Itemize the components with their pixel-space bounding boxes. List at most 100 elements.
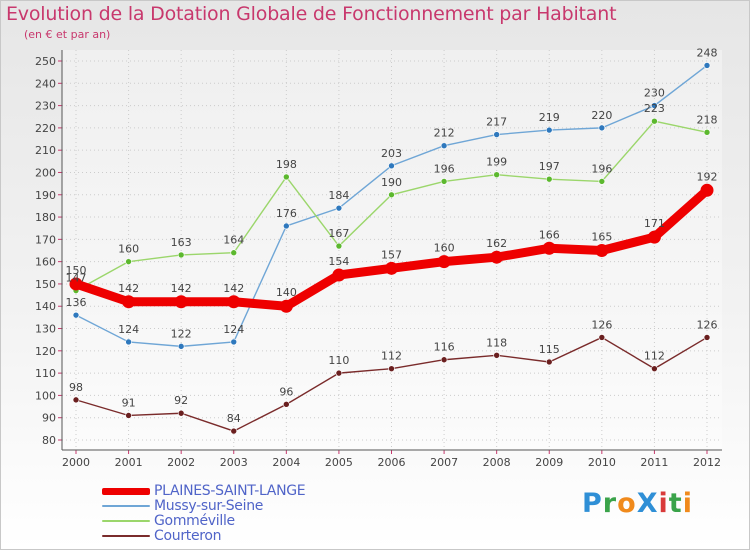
data-label-plaines-saint-lange: 142 xyxy=(118,282,139,295)
data-label-mussy-sur-seine: 220 xyxy=(591,109,612,122)
x-tick-label: 2003 xyxy=(220,456,248,469)
data-point-mussy-sur-seine xyxy=(388,162,395,170)
data-point-courteron xyxy=(335,369,343,377)
data-label-gomm-ville: 163 xyxy=(171,236,192,249)
data-point-gomm-ville xyxy=(598,178,606,185)
data-label-plaines-saint-lange: 142 xyxy=(171,282,192,295)
data-point-mussy-sur-seine xyxy=(72,311,80,319)
data-label-mussy-sur-seine: 248 xyxy=(697,46,718,59)
y-tick-label: 140 xyxy=(35,300,56,313)
x-tick-label: 2006 xyxy=(378,456,406,469)
y-tick-label: 170 xyxy=(35,233,56,246)
logo-letter: r xyxy=(602,488,618,519)
data-point-mussy-sur-seine xyxy=(177,343,185,350)
y-tick-label: 80 xyxy=(42,434,56,447)
data-point-plaines-saint-lange xyxy=(490,250,504,264)
legend-item-gommeville: Gomméville xyxy=(102,513,382,529)
legend-swatch-plaines xyxy=(102,488,150,495)
data-label-mussy-sur-seine: 212 xyxy=(434,127,455,140)
data-point-mussy-sur-seine xyxy=(283,222,290,230)
y-tick-label: 150 xyxy=(35,278,56,291)
data-point-plaines-saint-lange xyxy=(647,230,661,244)
data-label-plaines-saint-lange: 162 xyxy=(486,237,507,250)
data-point-gomm-ville xyxy=(651,117,658,125)
data-point-courteron xyxy=(703,334,711,341)
x-tick-label: 2000 xyxy=(62,456,90,469)
y-tick-label: 130 xyxy=(35,323,56,336)
legend-label-mussy: Mussy-sur-Seine xyxy=(154,498,264,514)
legend-swatch-mussy xyxy=(102,505,150,507)
data-label-courteron: 98 xyxy=(69,381,83,394)
y-tick-label: 180 xyxy=(35,211,56,224)
data-point-courteron xyxy=(598,334,606,341)
data-label-plaines-saint-lange: 165 xyxy=(591,231,612,244)
data-label-plaines-saint-lange: 157 xyxy=(381,248,402,261)
legend-label-courteron: Courteron xyxy=(154,528,222,544)
x-tick-label: 2009 xyxy=(535,456,563,469)
legend-swatch-courteron xyxy=(102,535,150,537)
data-label-courteron: 112 xyxy=(644,350,665,363)
logo-letter: i xyxy=(682,488,693,519)
data-label-gomm-ville: 164 xyxy=(223,234,244,247)
data-point-plaines-saint-lange xyxy=(227,295,241,309)
data-point-plaines-saint-lange xyxy=(595,244,609,257)
y-tick-label: 210 xyxy=(35,144,56,157)
x-tick-label: 2007 xyxy=(430,456,458,469)
chart-subtitle: (en € et par an) xyxy=(24,28,111,41)
legend-item-mussy: Mussy-sur-Seine xyxy=(102,498,382,514)
x-tick-label: 2008 xyxy=(483,456,511,469)
data-point-gomm-ville xyxy=(440,178,448,185)
data-point-mussy-sur-seine xyxy=(545,126,553,134)
data-point-courteron xyxy=(125,412,132,419)
data-label-plaines-saint-lange: 171 xyxy=(644,217,665,230)
data-point-mussy-sur-seine xyxy=(493,131,500,138)
data-point-gomm-ville xyxy=(388,191,395,199)
data-label-plaines-saint-lange: 160 xyxy=(434,242,455,255)
data-label-courteron: 116 xyxy=(434,341,455,354)
data-label-courteron: 84 xyxy=(227,412,241,425)
data-point-plaines-saint-lange xyxy=(122,295,136,309)
data-label-plaines-saint-lange: 142 xyxy=(223,282,244,295)
x-tick-label: 2004 xyxy=(272,456,300,469)
data-label-gomm-ville: 190 xyxy=(381,176,402,189)
data-label-mussy-sur-seine: 124 xyxy=(223,323,244,336)
legend-label-plaines: PLAINES-SAINT-LANGE xyxy=(154,483,306,499)
logo-letter: o xyxy=(617,488,637,519)
data-point-gomm-ville xyxy=(230,249,238,257)
data-label-gomm-ville: 196 xyxy=(434,162,455,175)
logo-letter: i xyxy=(658,488,669,519)
data-label-plaines-saint-lange: 192 xyxy=(697,170,718,183)
y-tick-label: 220 xyxy=(35,122,56,135)
y-tick-label: 120 xyxy=(35,345,56,358)
data-label-gomm-ville: 223 xyxy=(644,102,665,115)
x-tick-label: 2010 xyxy=(588,456,616,469)
data-point-mussy-sur-seine xyxy=(598,124,606,132)
y-tick-label: 240 xyxy=(35,77,56,90)
data-point-courteron xyxy=(177,409,185,417)
data-label-mussy-sur-seine: 217 xyxy=(486,116,507,129)
logo-letter: X xyxy=(636,488,659,519)
data-point-courteron xyxy=(440,356,448,364)
data-point-gomm-ville xyxy=(545,175,553,183)
data-label-gomm-ville: 199 xyxy=(486,156,507,169)
data-label-mussy-sur-seine: 219 xyxy=(539,111,560,124)
data-point-courteron xyxy=(651,365,658,372)
data-label-mussy-sur-seine: 136 xyxy=(66,296,87,309)
legend: PLAINES-SAINT-LANGE Mussy-sur-Seine Gomm… xyxy=(102,483,382,544)
data-point-gomm-ville xyxy=(283,173,290,181)
legend-item-courteron: Courteron xyxy=(102,528,382,544)
proxiti-logo: ProXiti xyxy=(582,488,693,519)
data-label-courteron: 96 xyxy=(279,385,293,398)
data-point-plaines-saint-lange xyxy=(279,299,293,313)
data-point-plaines-saint-lange xyxy=(174,295,188,309)
data-label-mussy-sur-seine: 124 xyxy=(118,323,139,336)
y-tick-label: 250 xyxy=(35,55,56,68)
x-tick-label: 2011 xyxy=(640,456,668,469)
line-chart: 80 90 100 110 120 130 140 150 160 170 180 190 200 210… xyxy=(35,46,722,469)
x-tick-label: 2002 xyxy=(167,456,195,469)
x-tick-label: 2005 xyxy=(325,456,353,469)
data-label-plaines-saint-lange: 140 xyxy=(276,286,297,299)
data-point-gomm-ville xyxy=(493,171,500,178)
data-label-gomm-ville: 218 xyxy=(697,113,718,126)
